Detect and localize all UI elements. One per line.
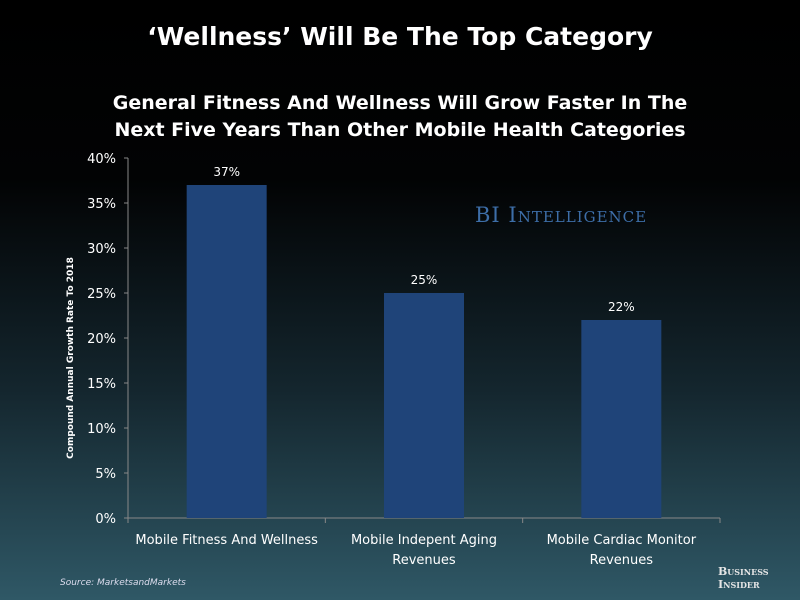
y-tick-label: 20% — [87, 332, 116, 347]
data-label: 25% — [411, 273, 438, 287]
x-tick-label: Mobile Cardiac Monitor — [547, 533, 697, 548]
bi-intelligence-logo: BI Intelligence — [475, 203, 648, 227]
x-tick-label: Revenues — [590, 553, 654, 568]
x-tick-label: Mobile Fitness And Wellness — [135, 533, 318, 548]
y-tick-label: 15% — [87, 377, 116, 392]
bar — [186, 185, 267, 518]
x-tick-label: Mobile Indepent Aging — [351, 533, 497, 548]
y-tick-label: 0% — [95, 512, 116, 527]
chart-title-line-2: Next Five Years Than Other Mobile Health… — [114, 119, 686, 141]
x-tick-label: Revenues — [392, 553, 456, 568]
chart-title-line-1: General Fitness And Wellness Will Grow F… — [112, 92, 688, 114]
business-insider-logo: Business Insider — [718, 565, 769, 591]
y-tick-label: 40% — [87, 152, 116, 167]
data-label: 37% — [213, 165, 240, 179]
y-tick-label: 30% — [87, 242, 116, 257]
logo-line-1: Business — [718, 565, 769, 578]
y-tick-label: 10% — [87, 422, 116, 437]
y-tick-label: 25% — [87, 287, 116, 302]
page-title: ‘Wellness’ Will Be The Top Category — [147, 22, 653, 51]
y-tick-label: 35% — [87, 197, 116, 212]
bar — [384, 293, 464, 518]
y-tick-label: 5% — [95, 467, 116, 482]
chart-title: General Fitness And Wellness Will Grow F… — [0, 90, 800, 144]
logo-line-2: Insider — [718, 578, 760, 591]
y-axis-label: Compound Annual Growth Rate To 2018 — [66, 257, 76, 459]
source-note: Source: MarketsandMarkets — [60, 578, 186, 588]
data-label: 22% — [608, 300, 635, 314]
bar — [581, 320, 662, 518]
